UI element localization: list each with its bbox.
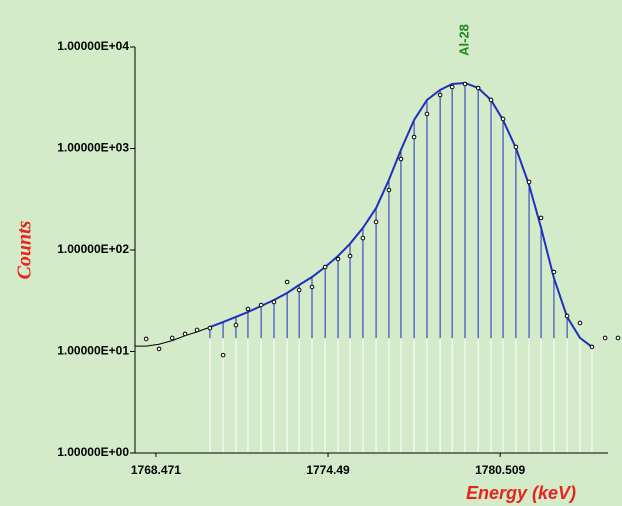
y-tick-label: 1.00000E+00 (57, 445, 129, 459)
data-point (169, 335, 175, 341)
data-point (194, 327, 200, 333)
y-tick-label: 1.00000E+01 (57, 344, 129, 358)
data-point (475, 85, 481, 91)
x-tick-label: 1774.49 (306, 463, 350, 477)
data-point (284, 279, 290, 285)
data-point (322, 264, 328, 270)
data-point (602, 335, 608, 341)
x-tick-label: 1780.509 (475, 463, 525, 477)
data-point (449, 84, 455, 90)
data-point (411, 134, 417, 140)
x-axis-label: Energy (keV) (466, 483, 576, 503)
data-point (386, 187, 392, 193)
data-point (577, 320, 583, 326)
data-point (258, 302, 264, 308)
data-point (335, 256, 341, 262)
data-point (360, 235, 366, 241)
data-point (271, 299, 277, 305)
data-point (347, 253, 353, 259)
data-point (551, 269, 557, 275)
data-point (207, 325, 213, 331)
data-point (564, 313, 570, 319)
data-point (220, 352, 226, 358)
peak-label: Al-28 (456, 24, 471, 56)
data-point (156, 346, 162, 352)
data-point (373, 219, 379, 225)
data-point (437, 92, 443, 98)
y-tick-label: 1.00000E+02 (57, 242, 129, 256)
data-point (245, 306, 251, 312)
data-point (500, 116, 506, 122)
data-point (513, 144, 519, 150)
data-point (589, 344, 595, 350)
data-point (296, 287, 302, 293)
data-point (424, 111, 430, 117)
data-point (538, 215, 544, 221)
y-tick-label: 1.00000E+04 (57, 39, 129, 53)
data-point (462, 81, 468, 87)
data-point (488, 97, 494, 103)
data-point (615, 335, 621, 341)
y-tick-label: 1.00000E+03 (57, 141, 129, 155)
data-point (143, 336, 149, 342)
data-point (398, 156, 404, 162)
data-point (233, 322, 239, 328)
y-axis-label: Counts (14, 220, 36, 279)
data-point (309, 284, 315, 290)
data-point (526, 179, 532, 185)
data-point (182, 331, 188, 337)
x-tick-label: 1768.471 (131, 463, 181, 477)
